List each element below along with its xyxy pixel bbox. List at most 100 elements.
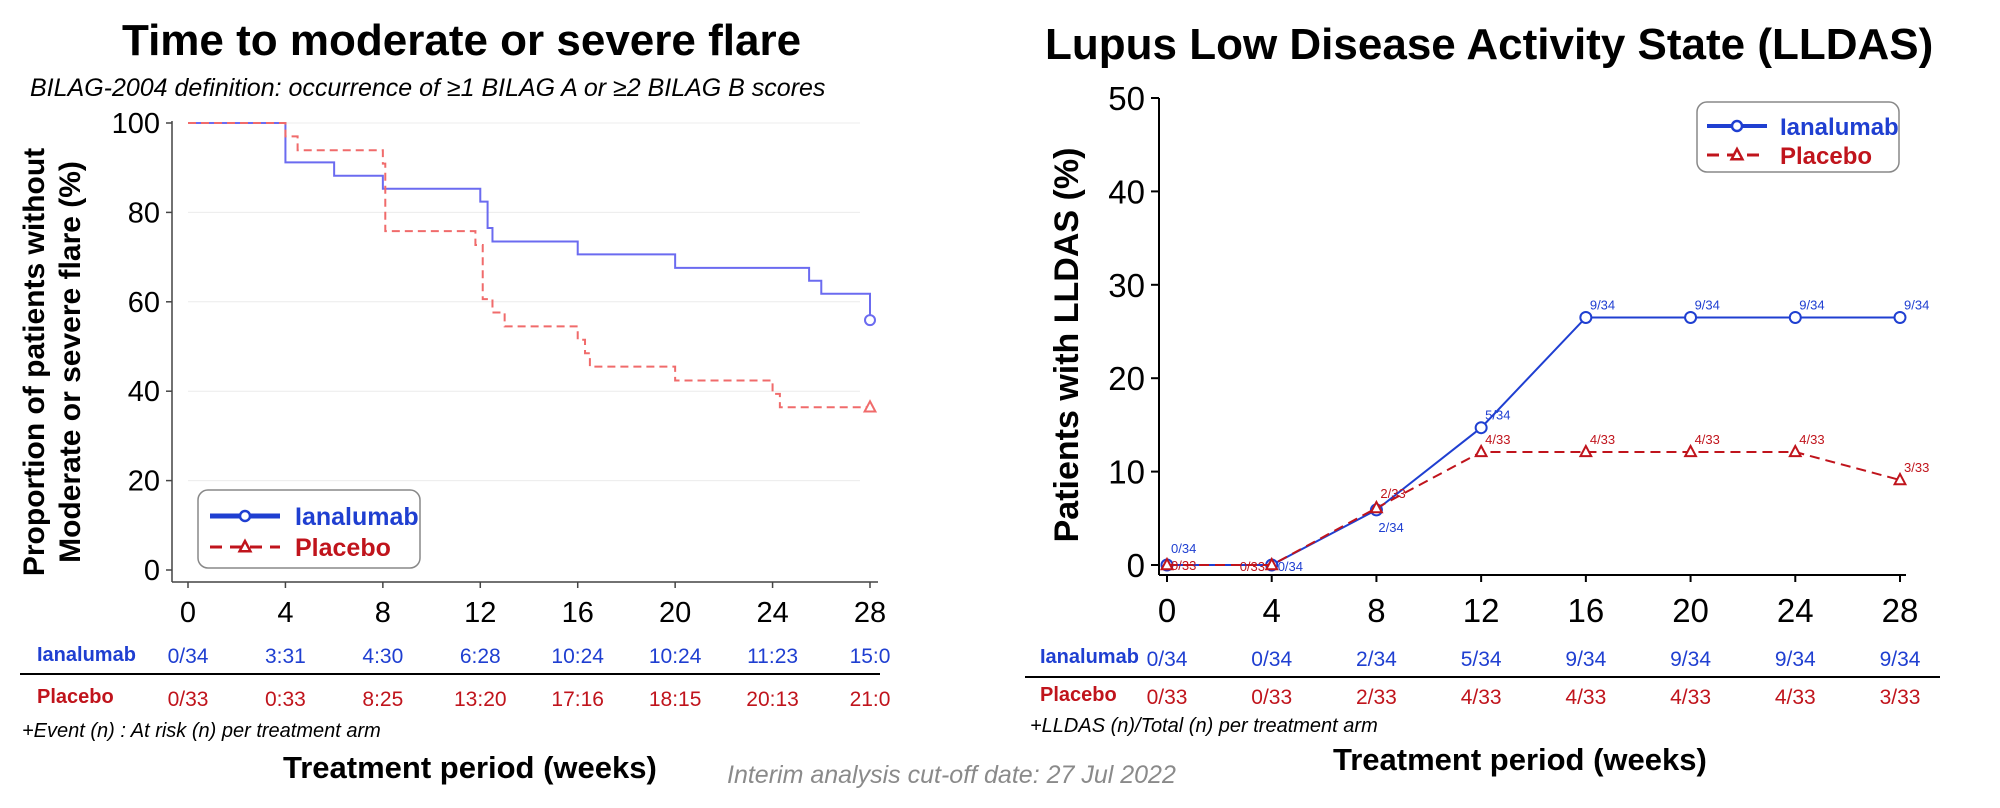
right-point-ianalumab [1684,310,1698,324]
right-point-placebo [1788,443,1803,458]
right-chart-title: Lupus Low Disease Activity State (LLDAS) [1045,20,1934,69]
right-x-tick-label: 28 [1882,592,1919,629]
left-end-marker-ianalumab [864,314,876,327]
left-legend-label-placebo: Placebo [295,534,391,562]
left-x-tick-label: 4 [277,597,293,629]
left-table-cell-placebo: 21:0 [849,688,891,711]
left-y-tick-label: 40 [128,376,160,408]
right-table-cell-ianalumab: 9/34 [1879,648,1921,671]
left-y-axis-title-line2: Moderate or severe flare (%) [54,161,87,563]
right-data-label-placebo: 0/33 [1240,559,1265,574]
right-x-tick-label: 20 [1672,592,1709,629]
left-table-cell-ianalumab: 15:0 [849,645,891,668]
left-table-cell-placebo: 0:33 [264,688,306,711]
right-data-label-placebo: 4/33 [1695,432,1720,447]
right-table-cell-placebo: 3/33 [1879,686,1921,709]
left-chart-subtitle: BILAG-2004 definition: occurrence of ≥1 … [30,74,826,102]
right-legend-label-ianalumab: Ianalumab [1780,114,1899,141]
cutoff-note: Interim analysis cut-off date: 27 Jul 20… [727,761,1176,789]
right-table-cell-placebo: 4/33 [1565,686,1607,709]
right-table-cell-ianalumab: 9/34 [1670,648,1711,671]
left-legend-marker-placebo [237,538,253,553]
left-table-label-ianalumab: Ianalumab [37,644,136,666]
right-data-label-ianalumab: 2/34 [1378,520,1403,535]
right-table-cell-placebo: 0/33 [1251,686,1293,709]
right-table-cell-placebo: 4/33 [1670,686,1711,709]
left-y-tick-label: 60 [128,287,160,319]
right-series-line-placebo [1167,450,1901,566]
right-table-cell-placebo: 4/33 [1774,686,1816,709]
left-y-tick-label: 0 [144,555,160,587]
left-table-cell-placebo: 18:15 [648,688,702,711]
right-point-ianalumab [1579,310,1593,324]
right-data-label-ianalumab: 9/34 [1695,297,1720,312]
left-table-footnote: +Event (n) : At risk (n) per treatment a… [22,720,381,742]
left-x-axis-title: Treatment period (weeks) [283,750,657,785]
left-table-cell-ianalumab: 4:30 [362,645,404,668]
right-table-cell-placebo: 0/33 [1146,686,1188,709]
right-y-tick-label: 30 [1108,267,1145,304]
right-point-ianalumab [1788,310,1802,324]
right-legend-label-placebo: Placebo [1780,143,1872,170]
left-table-cell-ianalumab: 0/34 [167,645,209,668]
right-point-placebo [1578,443,1593,458]
right-table-cell-ianalumab: 9/34 [1565,648,1607,671]
right-table-label-ianalumab: Ianalumab [1040,646,1139,668]
right-x-axis-title: Treatment period (weeks) [1333,742,1707,777]
left-table-cell-placebo: 17:16 [551,688,604,711]
left-x-tick-label: 12 [464,597,496,629]
right-table-cell-placebo: 2/33 [1355,686,1397,709]
left-table-divider [20,673,880,675]
right-data-label-placebo: 4/33 [1799,432,1824,447]
right-table-cell-ianalumab: 5/34 [1460,648,1502,671]
right-data-label-ianalumab: 0/34 [1171,541,1196,556]
left-table-cell-placebo: 0/33 [167,688,209,711]
right-x-tick-label: 12 [1463,592,1500,629]
right-table-cell-placebo: 4/33 [1460,686,1502,709]
left-x-tick-label: 28 [854,597,886,629]
right-x-tick-label: 16 [1567,592,1604,629]
left-chart-title: Time to moderate or severe flare [122,16,802,65]
right-data-label-placebo: 0/33 [1171,558,1196,573]
left-y-tick-label: 20 [128,466,160,498]
left-end-marker-placebo [862,399,878,413]
right-y-tick-label: 10 [1108,454,1145,491]
right-legend [1696,101,1900,173]
right-series-line-ianalumab [1167,316,1900,566]
right-data-label-placebo: 4/33 [1590,432,1615,447]
right-legend-marker-ianalumab [1730,119,1744,133]
right-data-label-ianalumab: 9/34 [1904,297,1929,312]
left-legend-label-ianalumab: Ianalumab [295,503,419,531]
right-table-cell-ianalumab: 2/34 [1355,648,1397,671]
right-y-axis-title: Patients with LLDAS (%) [1048,148,1086,543]
right-table-cell-ianalumab: 9/34 [1774,648,1816,671]
right-x-tick-label: 0 [1158,592,1176,629]
left-table-cell-ianalumab: 10:24 [551,645,604,668]
left-table-cell-ianalumab: 10:24 [648,645,702,668]
left-x-tick-label: 20 [659,597,691,629]
right-legend-marker-placebo [1729,146,1745,161]
right-table-cell-ianalumab: 0/34 [1251,648,1293,671]
right-data-label-placebo: 2/33 [1380,486,1405,501]
left-y-tick-label: 100 [112,108,160,140]
right-table-label-placebo: Placebo [1040,684,1117,706]
left-table-label-placebo: Placebo [37,686,114,708]
left-table-cell-placebo: 8:25 [362,688,404,711]
left-km-curve-placebo [188,122,870,409]
left-legend-marker-ianalumab [238,509,252,523]
left-legend [197,489,421,569]
right-data-label-placebo: 3/33 [1904,460,1929,475]
right-table-cell-ianalumab: 0/34 [1146,648,1188,671]
right-y-tick-label: 50 [1108,80,1145,117]
right-table-footnote: +LLDAS (n)/Total (n) per treatment arm [1030,715,1378,737]
right-point-placebo [1264,556,1279,571]
left-table-cell-ianalumab: 11:23 [747,645,799,668]
right-y-tick-label: 20 [1108,360,1145,397]
right-data-label-ianalumab: 9/34 [1590,297,1615,312]
left-table-cell-ianalumab: 3:31 [264,645,306,668]
left-x-tick-label: 16 [562,597,594,629]
right-data-label-placebo: 4/33 [1485,432,1510,447]
right-x-tick-label: 8 [1367,592,1385,629]
right-data-label-ianalumab: 5/34 [1485,408,1510,423]
